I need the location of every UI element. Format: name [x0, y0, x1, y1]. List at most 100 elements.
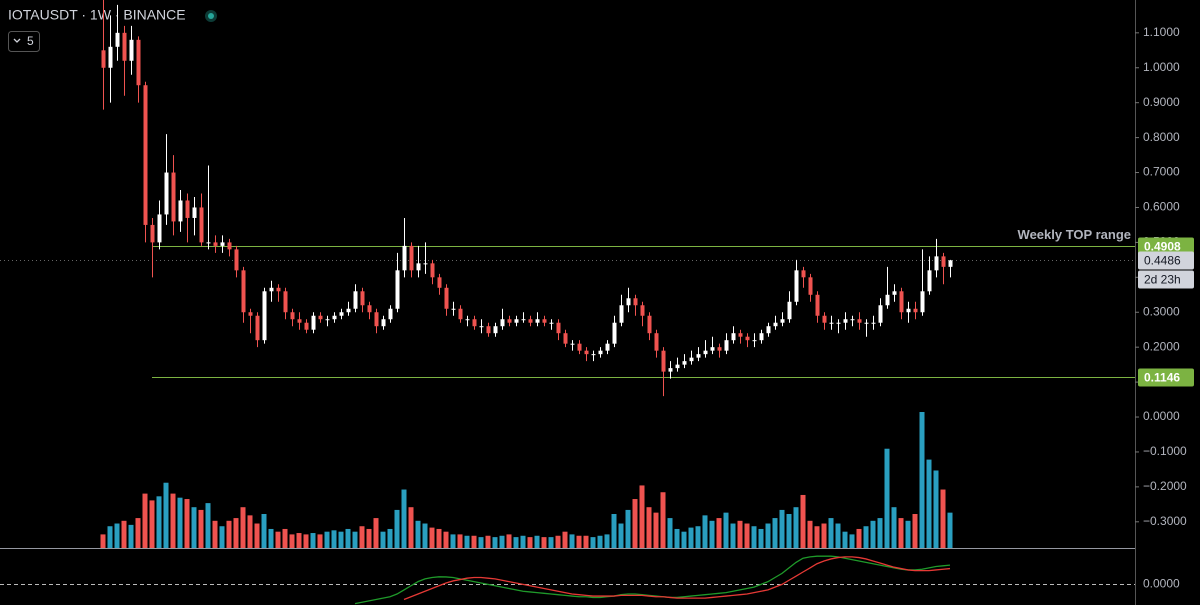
candle-body: [164, 172, 169, 215]
volume-bar: [513, 537, 519, 548]
volume-bar: [226, 520, 232, 548]
candle-body: [556, 322, 561, 334]
volume-bar: [898, 518, 904, 548]
y-tick-label: 0.2000: [1143, 339, 1180, 353]
volume-bar: [583, 535, 589, 548]
candle-body: [409, 245, 414, 271]
y-tick-label: 0.7000: [1143, 165, 1180, 179]
volume-bar: [492, 537, 498, 548]
candle-body: [780, 319, 785, 323]
candle-body: [486, 326, 491, 334]
y-tick-label: 1.1000: [1143, 25, 1180, 39]
volume-bar: [366, 528, 372, 548]
volume-bar: [891, 507, 897, 548]
candle-body: [920, 291, 925, 313]
volume-bar: [618, 523, 624, 548]
volume-bar: [184, 499, 190, 548]
volume-bar: [863, 526, 869, 548]
candle-body: [437, 277, 442, 288]
candle-body: [367, 305, 372, 313]
volume-bar: [247, 515, 253, 548]
candle-body: [647, 315, 652, 334]
candle-body: [682, 361, 687, 365]
candle-body: [248, 312, 253, 316]
volume-bar: [569, 534, 575, 548]
candle-body: [808, 277, 813, 295]
volume-bar: [786, 514, 792, 548]
candle-body: [766, 326, 771, 334]
volume-bar: [541, 537, 547, 548]
candle-body: [339, 312, 344, 316]
y-tick-label: −0.1000: [1143, 444, 1187, 458]
candle-body: [570, 343, 575, 345]
volume-bar: [261, 514, 267, 548]
volume-bar: [275, 531, 281, 548]
volume-bar: [562, 531, 568, 548]
y-tick-label: 0.0000: [1143, 577, 1180, 591]
volume-bar: [611, 514, 617, 548]
volume-bar: [905, 520, 911, 548]
volume-bar: [135, 518, 141, 548]
volume-bar: [345, 528, 351, 548]
candle-body: [703, 350, 708, 355]
candle-body: [871, 322, 876, 324]
volume-bar: [590, 537, 596, 548]
level-box: [1138, 368, 1194, 387]
volume-bar: [919, 412, 925, 548]
volume-bar: [387, 528, 393, 548]
candle-body: [934, 256, 939, 271]
volume-bar: [212, 520, 218, 548]
volume-bar: [240, 507, 246, 548]
candle-body: [591, 354, 596, 356]
volume-bar: [121, 520, 127, 548]
level-box: [1138, 237, 1194, 256]
volume-bar: [352, 531, 358, 548]
volume-bar: [807, 520, 813, 548]
candle-body: [542, 319, 547, 323]
candle-body: [283, 291, 288, 313]
y-tick-label: −0.3000: [1143, 514, 1187, 528]
volume-bar: [947, 512, 953, 548]
last-price-box: [1138, 251, 1194, 270]
candle-body: [563, 333, 568, 344]
candle-body: [122, 32, 127, 61]
candle-body: [724, 340, 729, 351]
y-tick-label: 0.3000: [1143, 304, 1180, 318]
candle-body: [514, 319, 519, 323]
candle-body: [822, 315, 827, 323]
candle-body: [857, 319, 862, 323]
volume-bar: [723, 512, 729, 548]
candle-body: [577, 343, 582, 351]
interval-badge[interactable]: [8, 31, 40, 52]
volume-bar: [730, 523, 736, 548]
status-dot: [208, 13, 214, 19]
candle-body: [143, 85, 148, 225]
candle-body: [157, 214, 162, 243]
volume-bar: [268, 528, 274, 548]
candle-body: [332, 315, 337, 320]
volume-bar: [233, 518, 239, 548]
candle-body: [381, 319, 386, 327]
volume-bar: [170, 493, 176, 548]
indicator-line: [354, 555, 951, 605]
volume-bar: [751, 526, 757, 548]
candle-body: [738, 333, 743, 337]
volume-bar: [716, 518, 722, 548]
volume-bar: [485, 535, 491, 548]
volume-bar: [821, 523, 827, 548]
candle-body: [500, 319, 505, 327]
volume-bar: [254, 523, 260, 548]
volume-bar: [114, 523, 120, 548]
candle-body: [325, 319, 330, 321]
candle-body: [178, 200, 183, 222]
candle-body: [171, 172, 176, 222]
volume-bar: [870, 520, 876, 548]
candle-body: [668, 368, 673, 372]
volume-bar: [646, 507, 652, 548]
level-label: 0.1146: [1144, 371, 1180, 385]
volume-bar: [317, 534, 323, 548]
volume-bar: [380, 531, 386, 548]
candle-body: [605, 343, 610, 351]
